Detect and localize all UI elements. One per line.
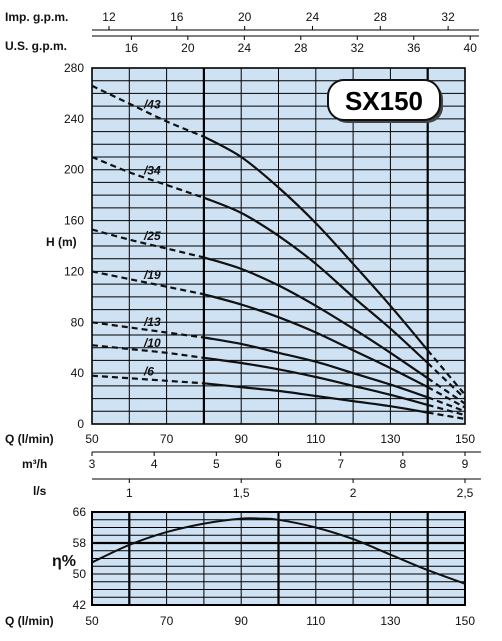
head-x-tick-label: 130 — [380, 432, 400, 446]
head-x-axis-title: Q (l/min) — [5, 432, 54, 446]
m3h-tick-label: 6 — [275, 457, 282, 471]
head-x-tick-label: 70 — [160, 432, 174, 446]
head-curve-solid — [203, 196, 429, 364]
head-chart-grid — [91, 67, 466, 425]
head-x-tick-label: 110 — [306, 432, 325, 446]
head-curve-solid — [203, 336, 429, 399]
head-curve-dashed — [91, 155, 205, 199]
head-chart-curves — [91, 84, 466, 420]
m3h-axis-title: m³/h — [22, 457, 47, 471]
imp-gpm-axis-title: Imp. g.p.m. — [5, 10, 68, 24]
head-curve-dashed — [427, 386, 466, 409]
head-y-axis-title: H (m) — [46, 235, 77, 249]
head-y-tick-label: 200 — [64, 163, 84, 177]
head-curve-solid — [203, 356, 428, 406]
efficiency-chart-frame — [91, 511, 466, 606]
eff-x-axis-title: Q (l/min) — [5, 614, 54, 628]
eff-x-tick-label: 130 — [380, 614, 400, 628]
head-curve-label: /10 — [143, 336, 161, 350]
eff-y-tick-label: 50 — [73, 567, 87, 581]
eff-x-tick-label: 110 — [306, 614, 325, 628]
us-gpm-tick-label: 24 — [238, 41, 252, 55]
m3h-tick-label: 9 — [462, 457, 469, 471]
us-gpm-tick-label: 20 — [181, 41, 195, 55]
imp-gpm-tick-label: 32 — [441, 10, 455, 24]
us-gpm-tick-label: 40 — [464, 41, 478, 55]
eff-x-tick-label: 150 — [455, 614, 475, 628]
head-y-tick-label: 40 — [71, 366, 85, 380]
head-curve-label: /13 — [143, 315, 161, 329]
head-curve-label: /6 — [143, 365, 154, 379]
imp-gpm-tick-label: 20 — [238, 10, 252, 24]
m3h-tick-label: 4 — [151, 457, 158, 471]
us-gpm-axis-title: U.S. g.p.m. — [5, 39, 67, 53]
head-curve-label: /43 — [143, 98, 161, 112]
us-gpm-tick-label: 36 — [407, 41, 421, 55]
imp-gpm-tick-label: 28 — [374, 10, 388, 24]
head-x-tick-label: 150 — [455, 432, 475, 446]
imp-gpm-tick-label: 16 — [170, 10, 184, 24]
head-curve-dashed — [427, 396, 466, 413]
ls-tick-label: 2 — [350, 486, 357, 500]
ls-tick-label: 1,5 — [233, 486, 250, 500]
head-y-tick-label: 80 — [71, 315, 85, 329]
head-chart-labels: /43/34/25/19/13/10/6 — [143, 98, 161, 379]
head-curve-dashed — [427, 411, 466, 420]
head-y-tick-label: 240 — [64, 112, 84, 126]
imp-gpm-tick-label: 12 — [102, 10, 116, 24]
head-curve-dashed — [426, 349, 466, 396]
m3h-tick-label: 3 — [89, 457, 96, 471]
ls-tick-label: 2,5 — [457, 486, 474, 500]
head-x-tick-label: 50 — [85, 432, 99, 446]
head-curve-solid — [203, 293, 429, 389]
head-curve-solid — [203, 256, 429, 380]
eff-y-tick-label: 66 — [73, 505, 87, 519]
head-y-tick-label: 160 — [64, 214, 84, 228]
us-gpm-tick-label: 28 — [294, 41, 308, 55]
eff-x-tick-label: 50 — [85, 614, 99, 628]
efficiency-chart-curves — [91, 517, 466, 585]
head-curve-dashed — [427, 377, 466, 405]
head-y-tick-label: 280 — [64, 61, 84, 75]
eff-x-tick-label: 70 — [160, 614, 174, 628]
head-curve-label: /19 — [143, 268, 161, 282]
head-chart-frame — [91, 67, 466, 425]
ls-tick-label: 1 — [126, 486, 133, 500]
head-curve-dashed — [426, 362, 466, 400]
efficiency-curve — [91, 517, 466, 585]
head-x-tick-label: 90 — [235, 432, 249, 446]
eff-y-tick-label: 42 — [73, 598, 87, 612]
m3h-tick-label: 5 — [213, 457, 220, 471]
m3h-tick-label: 8 — [399, 457, 406, 471]
head-curve-solid — [203, 382, 428, 414]
us-gpm-tick-label: 16 — [125, 41, 139, 55]
head-curve-dashed — [91, 374, 204, 385]
eff-y-axis-title: η% — [52, 553, 76, 570]
m3h-tick-label: 7 — [337, 457, 344, 471]
us-gpm-tick-label: 32 — [351, 41, 365, 55]
ls-axis-title: l/s — [33, 484, 47, 498]
head-curve-label: /25 — [143, 229, 161, 243]
head-curve-dashed — [91, 84, 205, 138]
head-curve-solid — [203, 135, 429, 352]
head-y-tick-label: 120 — [64, 264, 84, 278]
model-badge: SX150 — [327, 79, 443, 123]
eff-x-tick-label: 90 — [235, 614, 249, 628]
head-curve-dashed — [427, 403, 466, 417]
eff-y-tick-label: 58 — [73, 536, 87, 550]
head-curve-label: /34 — [143, 164, 161, 178]
head-y-tick-label: 0 — [77, 417, 84, 431]
imp-gpm-tick-label: 24 — [306, 10, 320, 24]
model-title: SX150 — [345, 86, 423, 116]
